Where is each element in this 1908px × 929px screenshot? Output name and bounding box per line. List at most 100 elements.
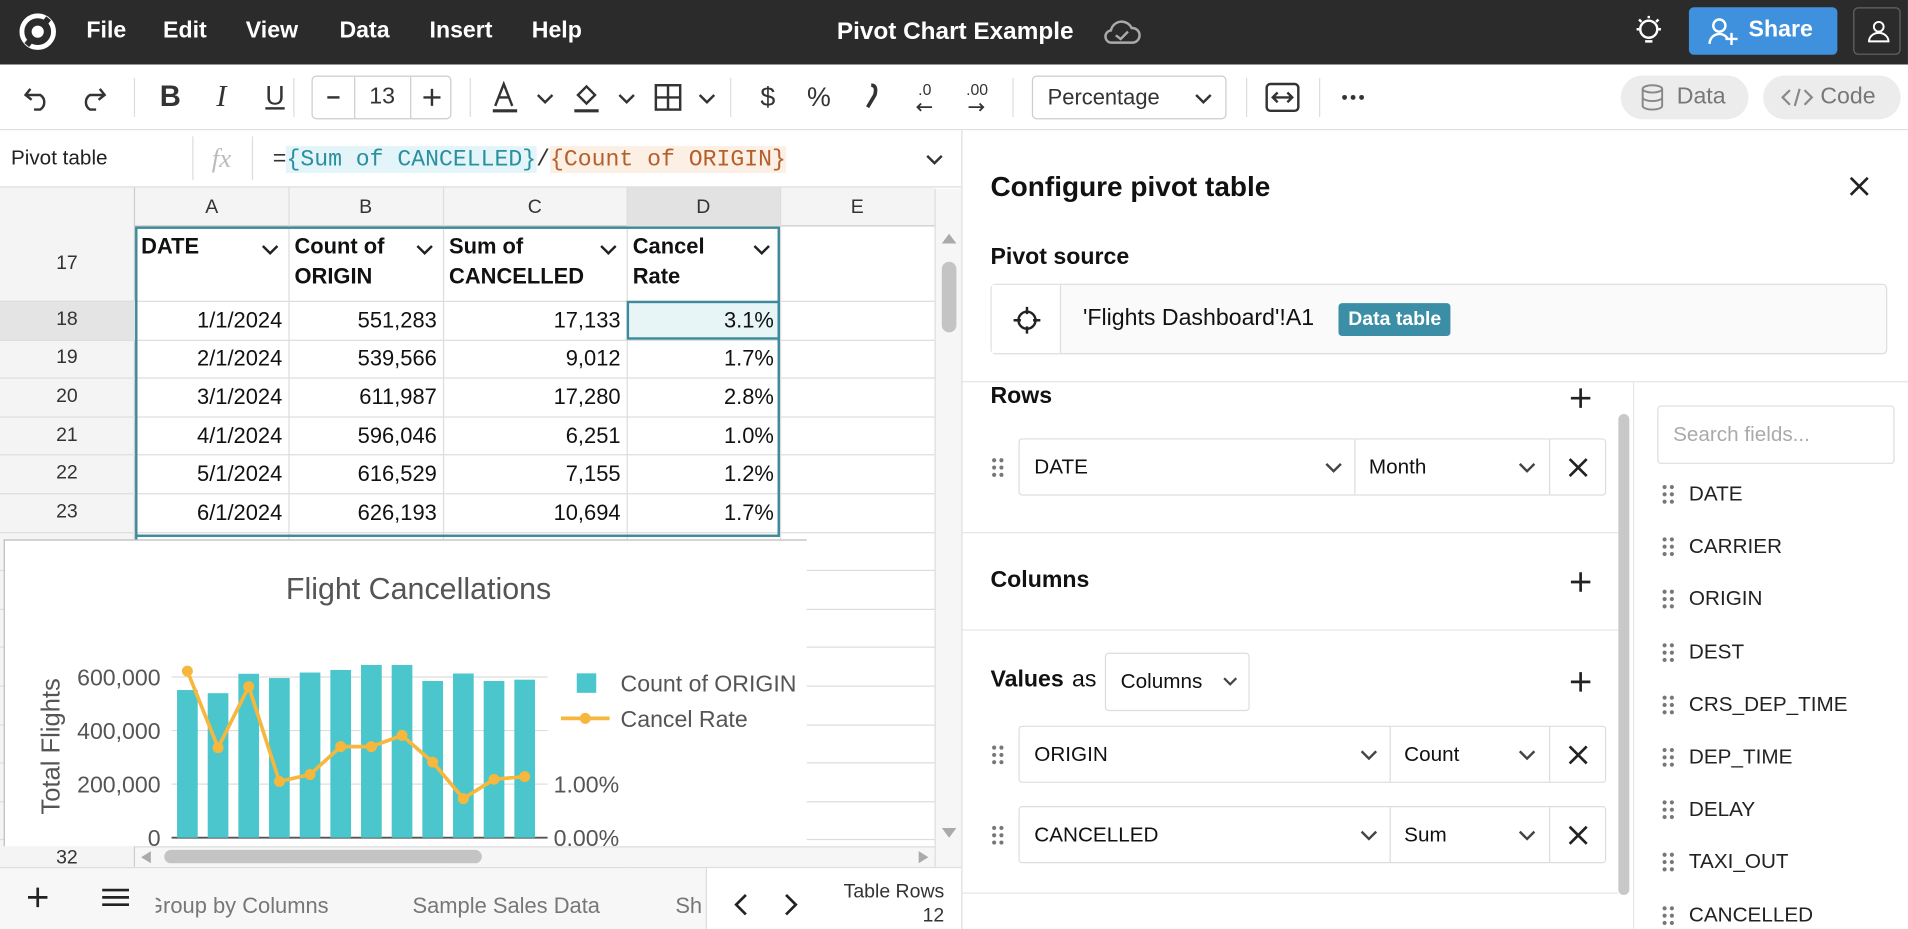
sheet-tab[interactable]: Sh [675,893,703,919]
drag-handle[interactable] [1662,484,1674,504]
field-search[interactable]: Search fields... [1657,405,1895,464]
available-field[interactable]: DELAY [1688,797,1756,821]
remove-field-button[interactable] [1568,458,1588,478]
increase-decimal-arrow [968,102,985,112]
drag-handle[interactable] [1662,800,1674,820]
path-shape [1570,388,1591,408]
add-column-button[interactable] [1570,571,1592,593]
close-panel-button[interactable] [1848,175,1870,197]
panel-scrollbar-thumb[interactable] [1618,413,1630,895]
drag-handle[interactable] [1662,905,1674,925]
wrap-text-button[interactable] [1265,82,1300,113]
fill-color-button[interactable] [574,82,637,114]
italic-button[interactable]: I [216,80,227,114]
underline-button[interactable]: U [265,80,285,111]
field-dropdown[interactable] [1358,824,1380,846]
drag-handle[interactable] [1662,590,1674,609]
drag-handle[interactable] [1662,853,1674,872]
drag-handle[interactable] [1662,695,1674,715]
drag-handle[interactable] [992,458,1004,477]
horizontal-scrollbar-thumb[interactable] [164,849,482,864]
path-shape [1518,830,1536,841]
theme-toggle-icon[interactable] [1634,15,1663,49]
user-menu-button[interactable] [1853,7,1901,55]
circle-shape [1669,702,1674,707]
menu-item[interactable]: Edit [163,18,207,44]
available-field[interactable]: DEST [1688,639,1745,664]
code-toggle-button[interactable]: Code [1763,75,1901,120]
filter-dropdown[interactable] [751,239,773,261]
available-field[interactable]: CANCELLED [1688,902,1814,927]
available-field[interactable]: TAXI_OUT [1688,850,1789,874]
sheet-list-button[interactable] [102,888,129,907]
vertical-scrollbar-thumb[interactable] [941,261,957,333]
number-format-dropdown[interactable]: Percentage [1031,75,1227,120]
drag-handle[interactable] [1662,537,1674,557]
menu-item[interactable]: Data [339,18,390,44]
path-shape [84,88,107,111]
values-layout-dropdown[interactable]: Columns [1104,652,1250,712]
filter-dropdown[interactable] [597,239,619,261]
sheet-tab[interactable]: Group by Columns [155,893,329,919]
decrease-decimal-button[interactable]: .0 [918,80,932,99]
increase-font-button[interactable] [423,88,441,106]
circle-shape [1639,19,1659,39]
more-options-button[interactable] [1342,94,1365,100]
drag-handle[interactable] [992,745,1004,765]
remove-field-button[interactable] [1568,745,1588,765]
path-shape [1568,745,1588,765]
field-dropdown[interactable] [1323,457,1345,479]
text-color-button[interactable] [492,80,556,114]
available-field[interactable]: ORIGIN [1688,587,1763,611]
increase-decimal-button[interactable]: .00 [966,80,989,99]
path-shape [1641,88,1664,111]
bold-button[interactable]: B [159,80,181,114]
circle-shape [1662,537,1667,542]
borders-button[interactable] [654,84,718,111]
scroll-left-arrow[interactable] [141,851,151,864]
add-value-button[interactable] [1570,671,1592,693]
thousands-separator-button[interactable] [864,83,879,110]
scroll-right-arrow[interactable] [918,851,929,864]
data-toggle-button[interactable]: Data [1620,75,1749,120]
available-field[interactable]: CARRIER [1688,534,1783,558]
previous-tab-button[interactable] [734,893,749,916]
circle-shape [1669,484,1674,490]
add-sheet-button[interactable] [27,886,49,908]
redo-button[interactable] [78,84,107,111]
menu-item[interactable]: Help [531,18,582,44]
drag-handle[interactable] [1662,642,1674,662]
menu-item[interactable]: File [86,18,127,44]
app-logo[interactable] [19,13,56,50]
available-field[interactable]: DATE [1688,482,1743,506]
available-field[interactable]: CRS_DEP_TIME [1688,692,1848,716]
scroll-down-arrow[interactable] [941,827,957,838]
field-dropdown[interactable] [1358,744,1380,766]
aggregation-dropdown[interactable] [1516,457,1538,479]
pivot-source-box[interactable]: 'Flights Dashboard'!A1 Data table [990,283,1888,355]
columns-label: Columns [990,567,1090,593]
drag-handle[interactable] [1662,747,1674,767]
aggregation-dropdown[interactable] [1516,744,1538,766]
drag-handle[interactable] [992,825,1004,845]
pivot-cell: 1.7% [723,346,774,371]
share-button[interactable]: Share [1688,7,1838,55]
filter-dropdown[interactable] [414,239,436,261]
remove-field-button[interactable] [1568,825,1588,845]
menu-item[interactable]: Insert [429,18,493,44]
percent-button[interactable]: % [807,81,831,113]
sheet-tab[interactable]: Sample Sales Data [412,893,600,919]
formula-token: / [536,146,551,173]
next-tab-button[interactable] [784,893,799,916]
filter-dropdown[interactable] [259,239,281,261]
menu-item[interactable]: View [245,18,299,44]
available-field[interactable]: DEP_TIME [1688,745,1793,769]
formula-expand-chevron[interactable] [924,149,946,171]
currency-button[interactable]: $ [760,81,776,113]
decrease-font-button[interactable] [327,96,340,99]
undo-button[interactable] [23,84,52,111]
scroll-up-arrow[interactable] [941,233,957,244]
aggregation-dropdown[interactable] [1516,824,1538,846]
add-row-button[interactable] [1570,387,1592,409]
formula-text: ={Sum of CANCELLED}/{Count of ORIGIN} [273,144,786,176]
